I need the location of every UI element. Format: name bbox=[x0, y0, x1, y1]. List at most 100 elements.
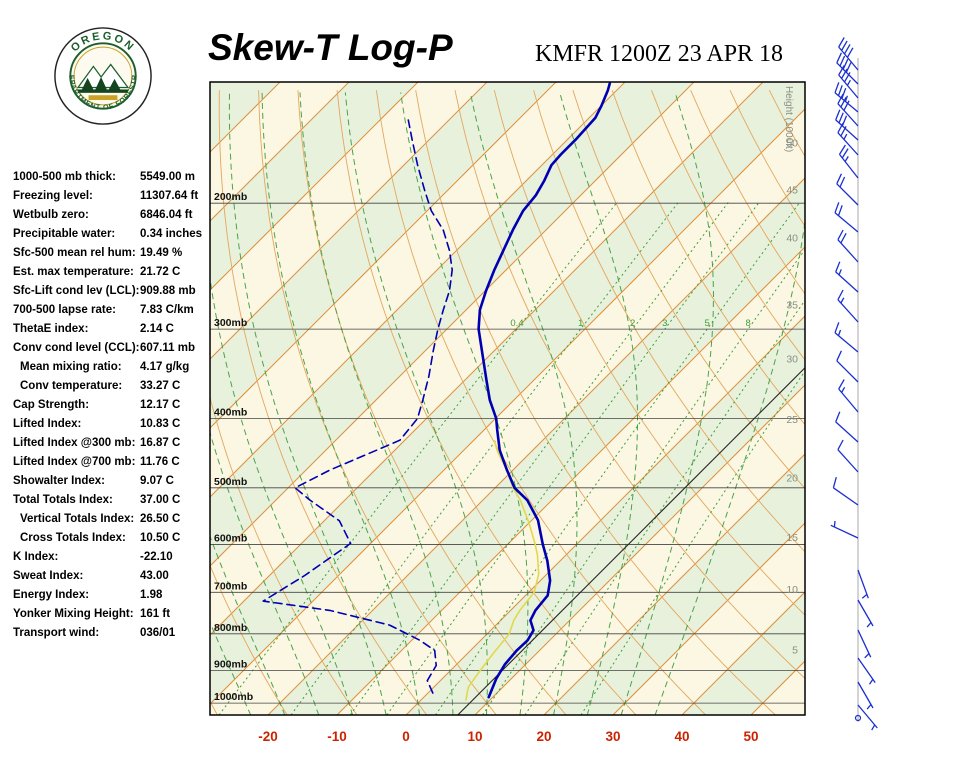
index-label: Freezing level: bbox=[13, 189, 93, 202]
index-value: 37.00 C bbox=[140, 493, 181, 506]
index-row: Cross Totals Index: 10.50 C bbox=[13, 528, 213, 547]
index-label: Lifted Index @700 mb: bbox=[13, 455, 136, 468]
pressure-label: 300mb bbox=[214, 317, 247, 329]
wind-barb-icon bbox=[834, 332, 859, 353]
index-value: 21.72 C bbox=[140, 265, 181, 278]
indices-panel: 1000-500 mb thick: 5549.00 m Freezing leve… bbox=[13, 167, 213, 642]
index-value: 10.50 C bbox=[140, 531, 181, 544]
index-row: 700-500 lapse rate: 7.83 C/km bbox=[13, 300, 213, 319]
pressure-label: 200mb bbox=[214, 191, 247, 203]
index-value: 5549.00 m bbox=[140, 170, 195, 183]
temperature-axis: -20 -10 0 10 20 30 40 50 bbox=[258, 729, 758, 744]
wind-barb-icon bbox=[857, 704, 878, 729]
dry-adiabats bbox=[210, 89, 805, 715]
index-row: Sweat Index: 43.00 bbox=[13, 566, 213, 585]
mixing-ratio-label: 5 bbox=[705, 318, 710, 329]
index-label: Transport wind: bbox=[13, 626, 100, 639]
index-label: Vertical Totals Index: bbox=[20, 512, 135, 525]
index-row: Lifted Index @300 mb: 16.87 C bbox=[13, 433, 213, 452]
temp-tick-label: 10 bbox=[467, 729, 482, 744]
temp-tick-label: 30 bbox=[605, 729, 620, 744]
index-label: Cap Strength: bbox=[13, 398, 90, 411]
mixing-ratio-label: 0.4 bbox=[510, 318, 523, 329]
wind-barb-icon bbox=[837, 239, 859, 263]
index-row: Wetbulb zero: 6846.04 ft bbox=[13, 205, 213, 224]
index-label: Yonker Mixing Height: bbox=[13, 607, 134, 620]
wind-barb-icon bbox=[834, 92, 859, 113]
height-tick-label: 50 bbox=[786, 137, 798, 149]
height-tick-label: 20 bbox=[786, 472, 798, 484]
sounding-curves bbox=[262, 82, 612, 701]
index-row: Est. max temperature: 21.72 C bbox=[13, 262, 213, 281]
logo-tree-icon bbox=[95, 76, 107, 90]
pressure-label: 500mb bbox=[214, 476, 247, 488]
height-tick-label: 10 bbox=[786, 584, 798, 596]
index-label: Precipitable water: bbox=[13, 227, 116, 240]
height-axis-label: Height (1000ft) bbox=[783, 86, 794, 152]
index-label: 1000-500 mb thick: bbox=[13, 170, 116, 183]
mixing-ratio-label: 2 bbox=[630, 318, 635, 329]
reference-line bbox=[457, 366, 805, 715]
index-value: 161 ft bbox=[140, 607, 171, 620]
wind-barb-icon bbox=[834, 212, 859, 233]
index-label: Energy Index: bbox=[13, 588, 90, 601]
temp-tick-label: 20 bbox=[536, 729, 551, 744]
wind-barb-icon bbox=[837, 299, 859, 323]
index-label: Conv temperature: bbox=[20, 379, 123, 392]
index-row: ThetaE index: 2.14 C bbox=[13, 319, 213, 338]
pressure-lines: 200mb 300mb 400mb 500mb 600mb 700mb 800mb 900mb… bbox=[210, 191, 805, 704]
index-value: 10.83 C bbox=[140, 417, 181, 430]
index-label: Est. max temperature: bbox=[13, 265, 134, 278]
pressure-label: 700mb bbox=[214, 580, 247, 592]
index-row: Total Totals Index: 37.00 C bbox=[13, 490, 213, 509]
wind-barb-icon bbox=[837, 449, 859, 473]
index-row: K Index: -22.10 bbox=[13, 547, 213, 566]
page-title: Skew-T Log-P bbox=[208, 27, 453, 68]
index-row: Mean mixing ratio: 4.17 g/kg bbox=[13, 357, 213, 376]
logo-banner bbox=[88, 95, 118, 101]
index-label: Lifted Index: bbox=[13, 417, 82, 430]
calm-wind-icon bbox=[854, 714, 862, 722]
wind-barb-icon bbox=[857, 657, 876, 683]
index-row: Cap Strength: 12.17 C bbox=[13, 395, 213, 414]
wind-barb-icon bbox=[835, 271, 859, 293]
index-value: 7.83 C/km bbox=[140, 303, 194, 316]
logo-ground bbox=[78, 89, 128, 93]
dewpoint-curve bbox=[262, 119, 453, 694]
wind-barb-icon bbox=[836, 360, 859, 383]
index-label: Total Totals Index: bbox=[13, 493, 113, 506]
wind-barb-icon bbox=[833, 487, 859, 506]
temp-tick-label: 50 bbox=[743, 729, 758, 744]
index-value: 19.49 % bbox=[140, 246, 183, 259]
index-value: 0.34 inches bbox=[140, 227, 203, 240]
index-label: Cross Totals Index: bbox=[20, 531, 126, 544]
mixing-ratio-label: 8 bbox=[745, 318, 750, 329]
index-value: 1.98 bbox=[140, 588, 163, 601]
height-tick-label: 40 bbox=[786, 232, 798, 244]
pressure-label: 900mb bbox=[214, 658, 247, 670]
wind-barb-icon bbox=[838, 388, 859, 413]
index-value: 33.27 C bbox=[140, 379, 181, 392]
index-label: Showalter Index: bbox=[13, 474, 106, 487]
index-row: Conv temperature: 33.27 C bbox=[13, 376, 213, 395]
pressure-label: 800mb bbox=[214, 622, 247, 634]
wind-barb-icon bbox=[838, 153, 859, 179]
wind-barb-icon bbox=[838, 46, 859, 71]
index-value: 11.76 C bbox=[140, 455, 180, 468]
index-row: Transport wind: 036/01 bbox=[13, 623, 213, 642]
pressure-label: 400mb bbox=[214, 406, 247, 418]
height-tick-label: 30 bbox=[786, 354, 798, 366]
index-value: 909.88 mb bbox=[140, 284, 196, 297]
height-tick-label: 15 bbox=[786, 532, 798, 544]
wind-barb-icon bbox=[830, 524, 859, 539]
index-row: Sfc-500 mean rel hum: 19.49 % bbox=[13, 243, 213, 262]
index-row: Vertical Totals Index: 26.50 C bbox=[13, 509, 213, 528]
index-label: Sfc-Lift cond lev (LCL): bbox=[13, 284, 140, 297]
index-label: Lifted Index @300 mb: bbox=[13, 436, 136, 449]
wind-barb-icon bbox=[857, 599, 874, 627]
wind-barb-icon bbox=[836, 183, 859, 206]
index-value: 607.11 mb bbox=[140, 341, 195, 354]
temp-tick-label: 40 bbox=[674, 729, 689, 744]
index-label: Conv cond level (CCL): bbox=[13, 341, 140, 354]
index-label: ThetaE index: bbox=[13, 322, 89, 335]
